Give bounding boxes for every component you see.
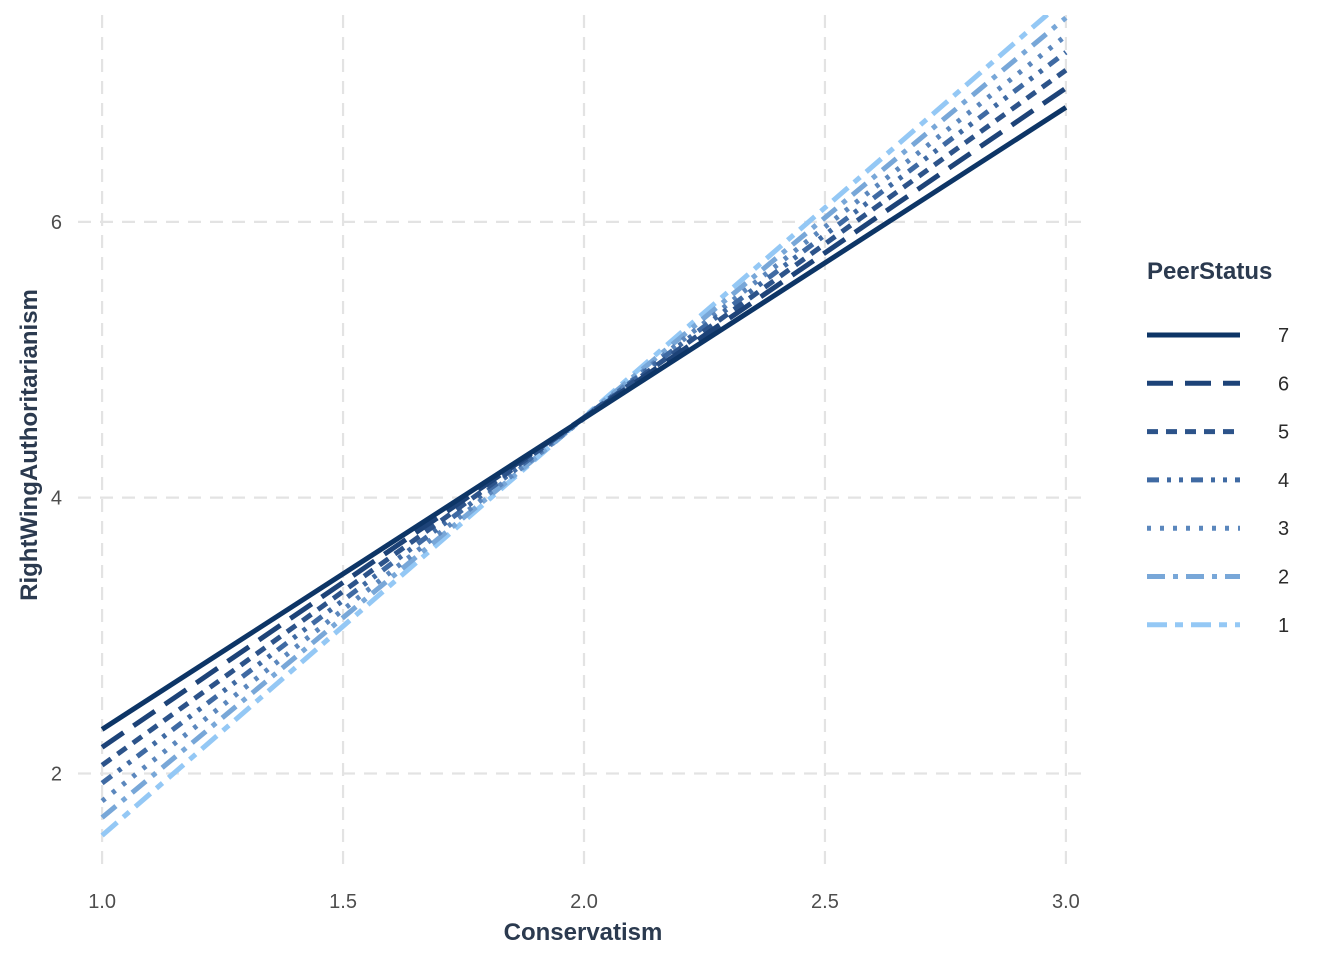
series-line-7 — [100, 105, 1068, 732]
y-tick-label: 4 — [51, 488, 62, 510]
tick-labels: 1.0 1.5 2.0 2.5 3.0 2 4 6 — [51, 212, 1080, 913]
legend-label-6: 6 — [1278, 373, 1289, 395]
legend-label-1: 1 — [1278, 615, 1289, 637]
x-tick-label: 3.0 — [1052, 891, 1080, 913]
legend: PeerStatus 7 6 5 4 3 2 1 — [1147, 258, 1289, 637]
legend-title: PeerStatus — [1147, 258, 1272, 285]
x-tick-label: 1.5 — [329, 891, 357, 913]
x-axis-title: Conservatism — [504, 919, 663, 946]
x-tick-label: 2.5 — [811, 891, 839, 913]
legend-label-5: 5 — [1278, 422, 1289, 444]
legend-label-4: 4 — [1278, 470, 1289, 492]
legend-label-7: 7 — [1278, 325, 1289, 347]
y-tick-label: 6 — [51, 212, 62, 234]
series-line-1 — [100, 15, 1051, 838]
y-tick-label: 2 — [51, 763, 62, 785]
series-lines — [100, 15, 1068, 838]
x-tick-label: 1.0 — [88, 891, 116, 913]
x-tick-label: 2.0 — [570, 891, 598, 913]
legend-label-3: 3 — [1278, 518, 1289, 540]
y-axis-title: RightWingAuthoritarianism — [16, 289, 43, 601]
grid — [78, 15, 1090, 870]
legend-label-2: 2 — [1278, 567, 1289, 589]
